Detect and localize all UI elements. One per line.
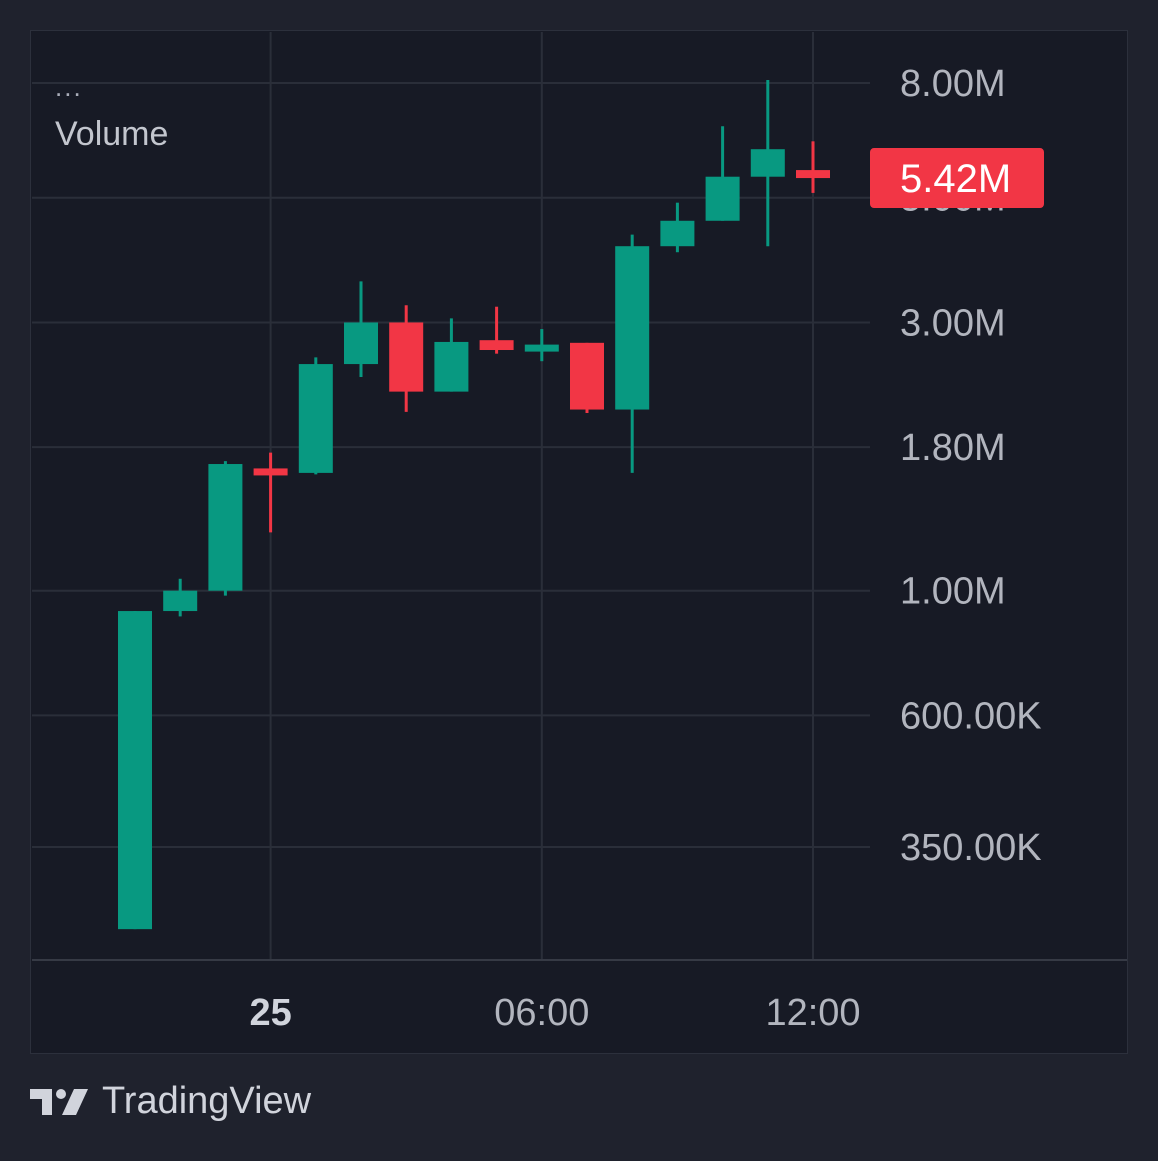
candle-body-up <box>208 464 243 591</box>
y-tick-label: 600.00K <box>900 695 1042 737</box>
candle-body-down <box>253 468 288 476</box>
candle-body-up <box>118 611 152 930</box>
candle-body-up <box>298 364 333 473</box>
tradingview-logo[interactable]: TradingView <box>30 1080 311 1123</box>
last-value-label: 5.42M <box>900 157 1011 201</box>
last-value-marker: 5.42M <box>870 148 1044 209</box>
legend-menu-dots[interactable]: ... <box>55 72 83 102</box>
y-tick-label: 8.00M <box>900 63 1006 105</box>
x-tick-label: 12:00 <box>765 992 860 1034</box>
y-tick-label: 350.00K <box>900 827 1042 869</box>
x-tick-label: 06:00 <box>494 992 589 1034</box>
candle-body-down <box>796 170 830 179</box>
candle-body-down <box>389 322 424 392</box>
candle-body-up <box>524 344 559 352</box>
candle-body-up <box>705 176 740 221</box>
candle-body-up <box>615 246 650 410</box>
y-tick-label: 1.80M <box>900 427 1006 469</box>
y-tick-label: 3.00M <box>900 302 1006 344</box>
candle-body-up <box>434 341 469 392</box>
brand-name: TradingView <box>102 1080 312 1122</box>
candle-body-up <box>344 322 378 365</box>
candles <box>118 79 830 930</box>
candle-body-down <box>479 340 514 351</box>
candle-body-down <box>570 342 604 410</box>
candle-body-up <box>163 590 198 612</box>
x-axis: 25 06:00 12:00 <box>32 959 1127 1034</box>
last-value-badge <box>870 148 1044 209</box>
x-tick-label: 25 <box>249 992 291 1034</box>
y-tick-label: 1.00M <box>900 571 1006 613</box>
candle-body-up <box>660 220 695 247</box>
grid-lines <box>32 32 870 960</box>
legend-title: Volume <box>55 115 169 153</box>
candle-body-up <box>750 149 785 177</box>
tradingview-logo-icon <box>30 1088 88 1115</box>
